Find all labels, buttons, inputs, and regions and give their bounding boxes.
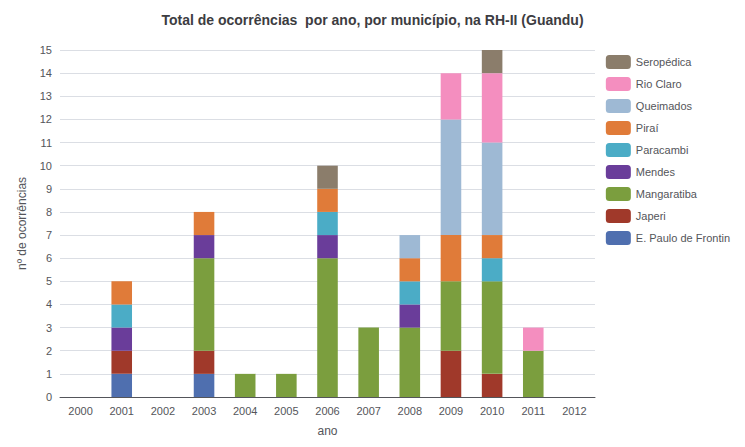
svg-text:2008: 2008 <box>398 405 422 417</box>
svg-text:Rio Claro: Rio Claro <box>636 78 682 90</box>
svg-text:ano: ano <box>317 424 337 438</box>
svg-text:2002: 2002 <box>151 405 175 417</box>
svg-text:Mendes: Mendes <box>636 166 676 178</box>
svg-text:13: 13 <box>40 90 52 102</box>
svg-text:15: 15 <box>40 44 52 56</box>
svg-text:1: 1 <box>46 368 52 380</box>
svg-text:2012: 2012 <box>562 405 586 417</box>
svg-text:0: 0 <box>46 391 52 403</box>
svg-text:2001: 2001 <box>109 405 133 417</box>
svg-text:2009: 2009 <box>439 405 463 417</box>
svg-text:E. Paulo de Frontin: E. Paulo de Frontin <box>636 232 730 244</box>
svg-text:2: 2 <box>46 345 52 357</box>
svg-text:12: 12 <box>40 113 52 125</box>
svg-text:2000: 2000 <box>68 405 92 417</box>
svg-text:5: 5 <box>46 275 52 287</box>
svg-text:11: 11 <box>41 137 52 149</box>
svg-text:Japeri: Japeri <box>636 210 666 222</box>
svg-text:4: 4 <box>46 298 52 310</box>
svg-text:Mangaratiba: Mangaratiba <box>636 188 698 200</box>
svg-text:9: 9 <box>46 183 52 195</box>
svg-text:3: 3 <box>46 322 52 334</box>
svg-text:2004: 2004 <box>233 405 257 417</box>
svg-text:Piraí: Piraí <box>636 122 659 134</box>
svg-text:Paracambi: Paracambi <box>636 144 689 156</box>
svg-text:6: 6 <box>46 252 52 264</box>
svg-text:2010: 2010 <box>480 405 504 417</box>
svg-text:7: 7 <box>46 229 52 241</box>
svg-text:Queimados: Queimados <box>636 100 693 112</box>
svg-text:2006: 2006 <box>315 405 339 417</box>
svg-text:Total de ocorrências por ano,: Total de ocorrências por ano, por municí… <box>161 12 583 28</box>
svg-text:Seropédica: Seropédica <box>636 56 693 68</box>
svg-text:2005: 2005 <box>274 405 298 417</box>
svg-text:8: 8 <box>46 206 52 218</box>
svg-text:nº de ocorrências: nº de ocorrências <box>15 177 29 270</box>
svg-text:10: 10 <box>40 160 52 172</box>
svg-text:2007: 2007 <box>356 405 380 417</box>
svg-text:2011: 2011 <box>521 405 545 417</box>
svg-text:14: 14 <box>40 67 52 79</box>
svg-text:2003: 2003 <box>192 405 216 417</box>
